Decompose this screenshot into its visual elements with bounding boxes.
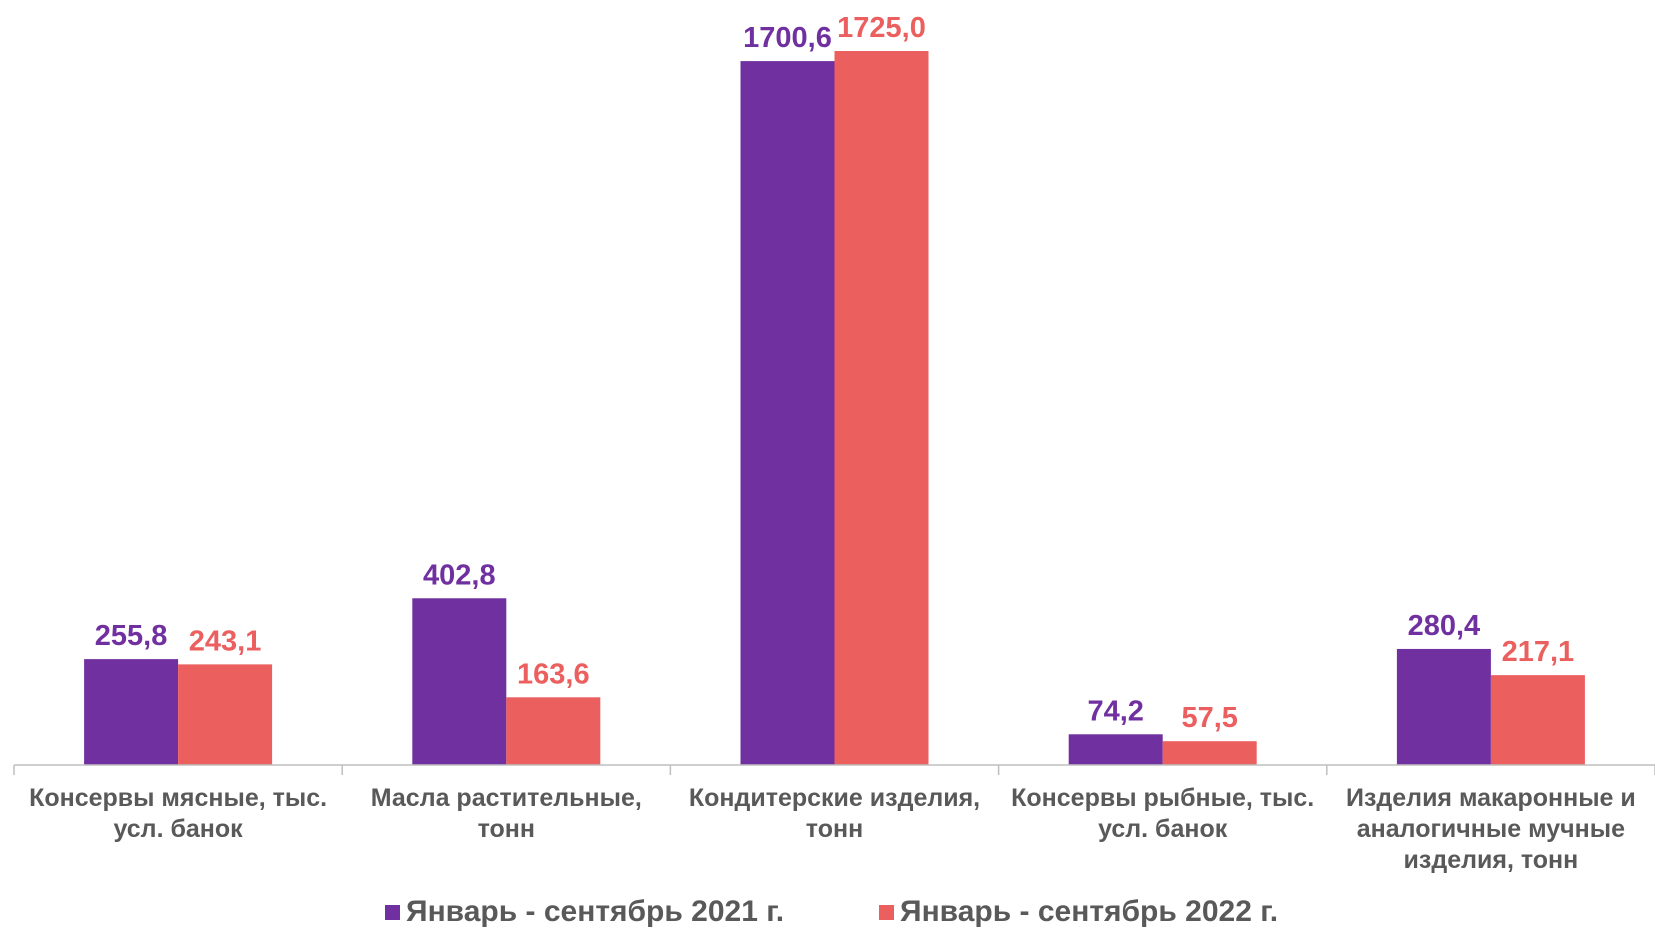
bar-series-1-cat-5 xyxy=(1396,648,1491,765)
category-label-line: тонн xyxy=(806,815,863,843)
bar-series-2-cat-3 xyxy=(834,51,929,765)
legend-swatch-series-2 xyxy=(879,905,894,920)
category-label-5: Изделия макаронные и аналогичные мучные из… xyxy=(1346,784,1636,874)
legend-swatch-series-1 xyxy=(385,905,400,920)
value-label-series-1-cat-1: 255,8 xyxy=(95,620,168,652)
category-label-line: Изделия макаронные и xyxy=(1346,784,1636,812)
bar-series-2-cat-2 xyxy=(506,697,601,765)
category-label-line: Консервы мясные, тыс. xyxy=(29,784,327,812)
value-label-series-2-cat-3: 1725,0 xyxy=(837,12,926,44)
value-label-series-1-cat-5: 280,4 xyxy=(1408,610,1481,642)
category-label-line: тонн xyxy=(478,815,535,843)
category-label-line: изделия, тонн xyxy=(1404,846,1579,874)
legend-label-series-2: Январь - сентябрь 2022 г. xyxy=(900,895,1278,928)
value-label-series-1-cat-3: 1700,6 xyxy=(743,22,832,54)
value-labels-group: 255,8 243,1 402,8 163,6 1700,6 1725,0 74,2 57,5… xyxy=(95,12,1574,734)
bar-series-1-cat-4 xyxy=(1068,734,1163,765)
category-label-2: Масла растительные, тонн xyxy=(371,784,642,843)
category-label-line: усл. банок xyxy=(1098,815,1228,843)
bars-group xyxy=(84,51,1585,765)
category-label-line: Консервы рыбные, тыс. xyxy=(1011,784,1314,812)
value-label-series-2-cat-5: 217,1 xyxy=(1502,636,1575,668)
x-axis-ticks xyxy=(13,765,1655,775)
value-label-series-2-cat-2: 163,6 xyxy=(517,658,590,690)
bar-series-2-cat-1 xyxy=(178,664,273,765)
bar-series-2-cat-4 xyxy=(1162,741,1257,765)
bar-series-1-cat-1 xyxy=(84,659,179,765)
bar-series-1-cat-3 xyxy=(740,61,835,765)
category-label-4: Консервы рыбные, тыс. усл. банок xyxy=(1011,784,1314,843)
legend: Январь - сентябрь 2021 г. Январь - сентяб… xyxy=(385,895,1278,928)
category-label-line: Масла растительные, xyxy=(371,784,642,812)
value-label-series-2-cat-4: 57,5 xyxy=(1181,702,1237,734)
value-label-series-1-cat-4: 74,2 xyxy=(1087,695,1143,727)
bar-series-1-cat-2 xyxy=(412,598,507,765)
category-label-line: Кондитерские изделия, xyxy=(689,784,980,812)
value-label-series-2-cat-1: 243,1 xyxy=(189,625,262,657)
category-label-line: усл. банок xyxy=(114,815,244,843)
category-label-1: Консервы мясные, тыс. усл. банок xyxy=(29,784,327,843)
value-label-series-1-cat-2: 402,8 xyxy=(423,559,496,591)
category-labels-group: Консервы мясные, тыс. усл. банок Масла рас… xyxy=(29,784,1636,874)
legend-label-series-1: Январь - сентябрь 2021 г. xyxy=(406,895,784,928)
bar-series-2-cat-5 xyxy=(1490,675,1585,765)
category-label-line: аналогичные мучные xyxy=(1357,815,1625,843)
category-label-3: Кондитерские изделия, тонн xyxy=(689,784,980,843)
